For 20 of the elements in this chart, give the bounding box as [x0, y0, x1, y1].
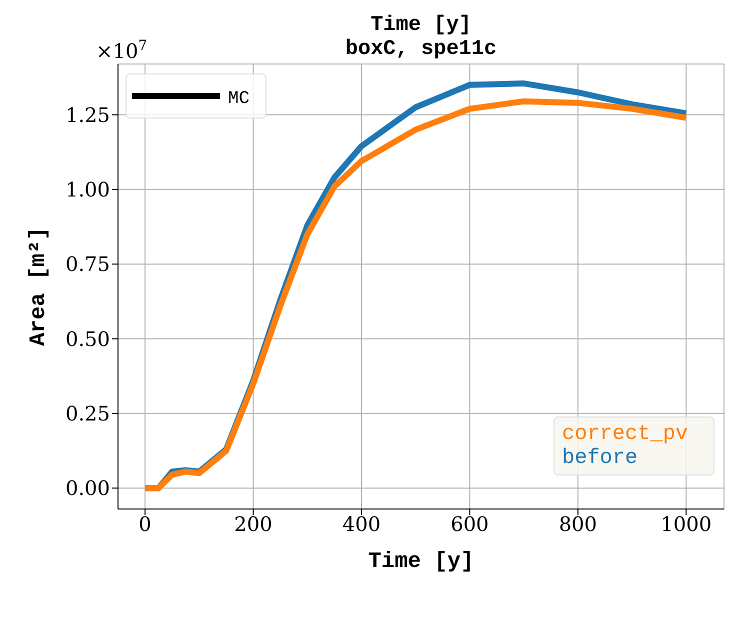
chart-title: Time [y]: [370, 14, 472, 37]
y-axis-title: Area [m²]: [26, 227, 51, 346]
x-tick-label: 800: [558, 512, 598, 536]
y-tick-label: 1.00: [65, 178, 110, 202]
chart-subtitle: boxC, spe11c: [345, 38, 497, 61]
annotation: MC: [228, 89, 250, 109]
y-tick-label: 0.00: [65, 476, 110, 500]
text: ×10$^{7}$: [96, 38, 148, 63]
y-tick-label: 0.75: [65, 252, 110, 276]
x-tick-label: 0: [138, 512, 152, 536]
x-axis-title: Time [y]: [368, 549, 474, 574]
x-tick-label: 200: [234, 512, 272, 536]
text: correct_pv: [562, 423, 688, 446]
y-tick-label: 1.25: [65, 102, 110, 127]
x-tick-label: 400: [342, 512, 381, 536]
y-tick-label: 0.25: [65, 402, 110, 426]
y-tick-label: 0.50: [65, 326, 110, 351]
text: before: [562, 447, 638, 470]
x-tick-label: 600: [450, 512, 489, 536]
x-tick-label: 1000: [660, 512, 712, 536]
